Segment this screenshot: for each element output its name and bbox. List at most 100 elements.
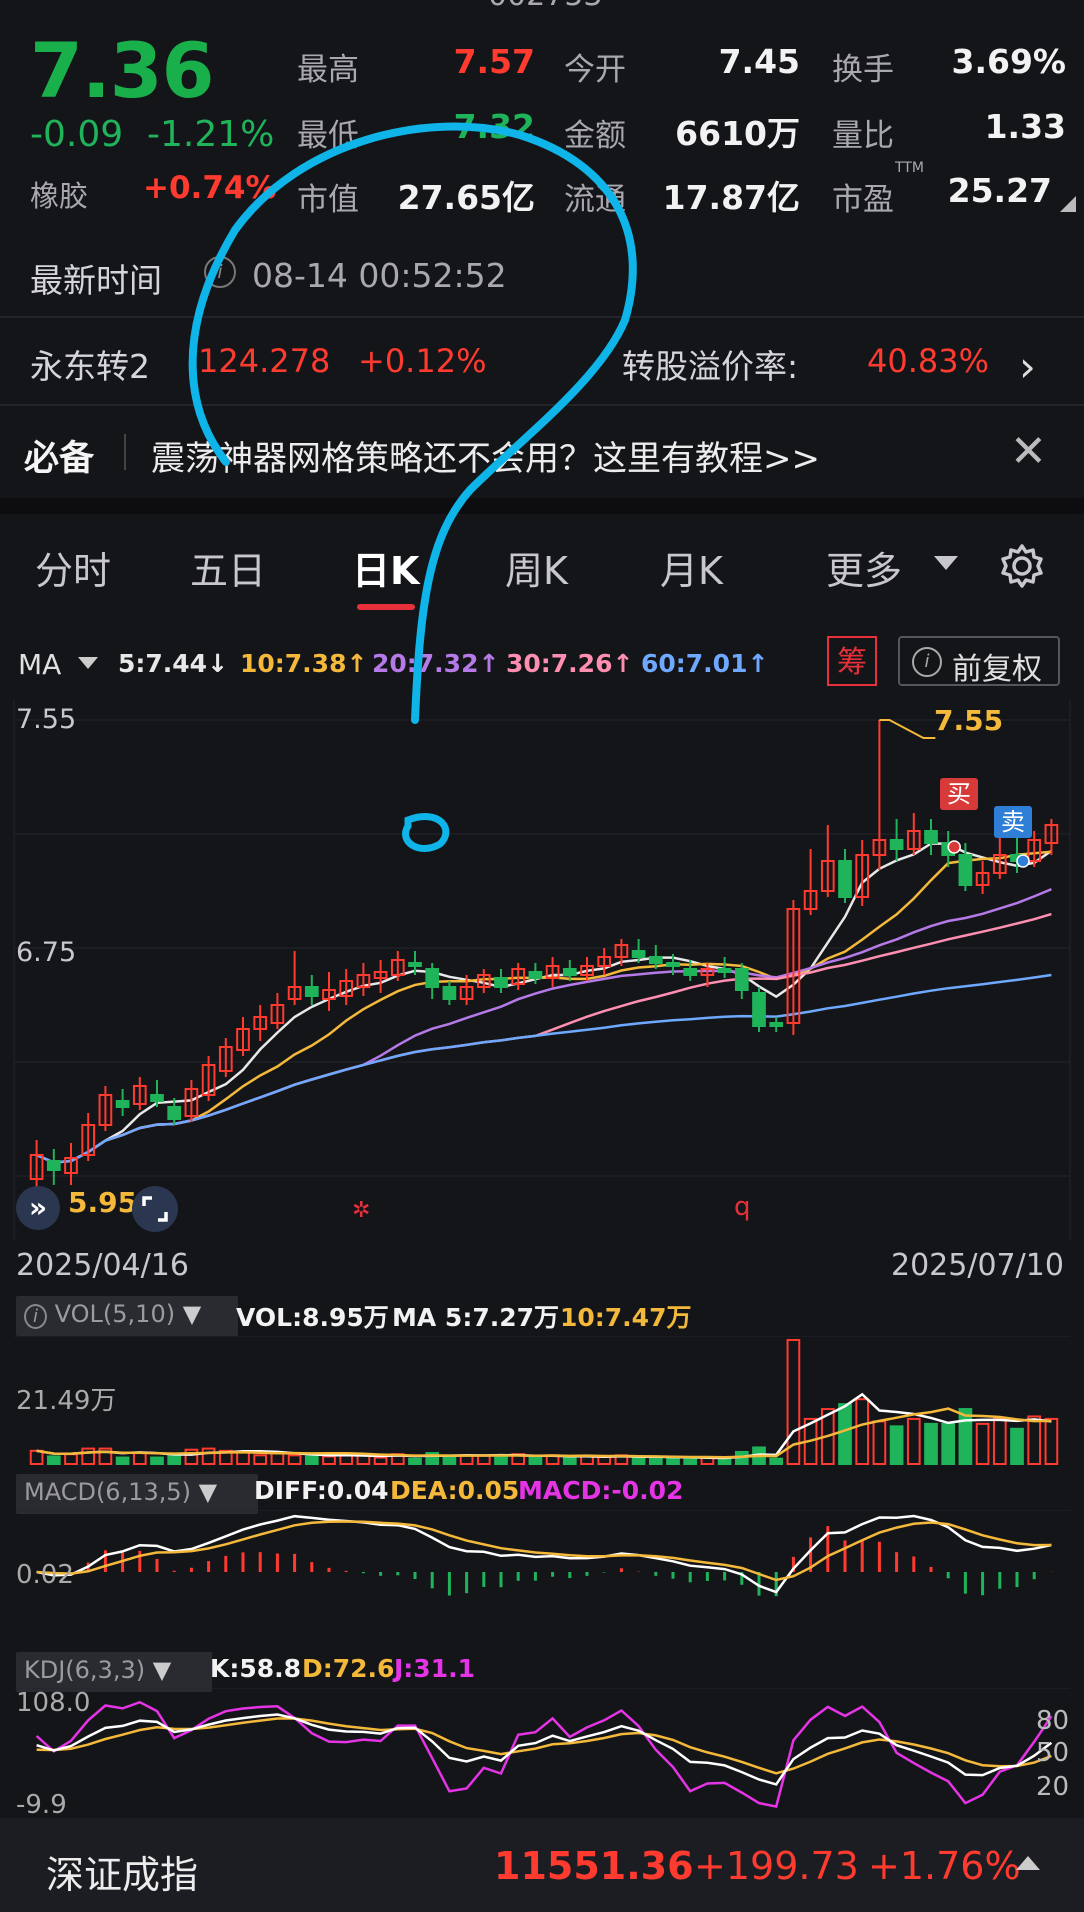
- candle: [562, 960, 577, 981]
- info-icon: i: [912, 647, 942, 677]
- macd-indicator-selector[interactable]: MACD(6,13,5) ▼: [16, 1474, 258, 1514]
- candle: [648, 945, 663, 969]
- vol-indicator-selector[interactable]: i VOL(5,10) ▼: [16, 1296, 238, 1336]
- volume-bar: [236, 1450, 250, 1465]
- candle: [46, 1149, 61, 1185]
- candle: [511, 963, 526, 990]
- tab-more[interactable]: 更多: [826, 549, 903, 593]
- tab-intraday[interactable]: 分时: [35, 549, 112, 593]
- candle: [98, 1086, 113, 1131]
- amount-value: 6610万: [675, 114, 800, 153]
- candle-body: [511, 968, 526, 985]
- volume-bar: [64, 1453, 78, 1465]
- convertible-change: +0.12%: [358, 342, 487, 380]
- kdj-chart[interactable]: [0, 1688, 1084, 1818]
- candles: [29, 719, 1059, 1191]
- vol-value: VOL:8.95万: [236, 1303, 389, 1332]
- convertible-bond-row[interactable]: 永东转2 124.278 +0.12% 转股溢价率: 40.83% ›: [0, 318, 1084, 404]
- convertible-price: 124.278: [198, 342, 331, 380]
- candle: [270, 993, 285, 1029]
- kdj-indicator-selector[interactable]: KDJ(6,3,3) ▼: [16, 1652, 212, 1692]
- candle-body: [924, 830, 938, 844]
- close-icon[interactable]: ✕: [1010, 426, 1047, 477]
- macd-indicator-label: MACD(6,13,5): [24, 1478, 192, 1506]
- kdj-j: J:31.1: [394, 1654, 475, 1683]
- candle-body: [287, 986, 302, 1000]
- expand-corner-icon[interactable]: [1060, 196, 1076, 212]
- sell-signal-badge[interactable]: 卖: [994, 806, 1032, 838]
- volume-chart[interactable]: [0, 1336, 1084, 1466]
- candle: [476, 969, 491, 993]
- dropdown-arrow-icon[interactable]: [934, 556, 958, 570]
- sector-name[interactable]: 橡胶: [30, 179, 89, 213]
- volume-bar: [425, 1452, 440, 1466]
- chip-distribution-button[interactable]: 筹: [827, 636, 877, 686]
- candle-body: [425, 968, 440, 988]
- candle-body: [150, 1094, 164, 1102]
- y-axis-mid-label: 6.75: [16, 937, 77, 968]
- fast-forward-icon[interactable]: »: [16, 1186, 60, 1230]
- vol-y-label: 21.49万: [16, 1386, 117, 1416]
- chevron-right-icon: ›: [1019, 342, 1036, 391]
- macd-chart[interactable]: [0, 1510, 1084, 1640]
- ma-dropdown-icon[interactable]: [78, 657, 98, 669]
- adjust-mode-label: 前复权: [952, 652, 1042, 687]
- candle: [975, 861, 990, 894]
- volume-bar: [924, 1422, 938, 1465]
- volume-bar: [786, 1339, 801, 1465]
- candle-body: [666, 962, 680, 967]
- pe-value: 25.27: [947, 171, 1052, 210]
- tab-daily-k[interactable]: 日K: [352, 549, 420, 593]
- event-marker-icon[interactable]: ✲: [352, 1198, 371, 1223]
- mcap-value: 27.65亿: [397, 178, 535, 217]
- candle: [614, 939, 629, 966]
- vol-ma5: MA 5:7.27万: [392, 1303, 560, 1332]
- candle-body: [872, 839, 887, 856]
- max-price-marker: 7.55: [934, 704, 1004, 737]
- index-change-pct: +1.76%: [868, 1844, 1021, 1888]
- candle-body: [167, 1106, 182, 1120]
- tab-monthly-k[interactable]: 月K: [660, 549, 723, 593]
- index-ticker-bar[interactable]: 深证成指 11551.36 +199.73 +1.76%: [0, 1818, 1084, 1912]
- tab-five-day[interactable]: 五日: [190, 549, 267, 593]
- sell-dot: [1016, 854, 1030, 868]
- candle-body: [786, 908, 801, 1024]
- fullscreen-icon[interactable]: [132, 1186, 178, 1232]
- ma60-value: 60:7.01↑: [641, 649, 769, 678]
- buy-signal-badge[interactable]: 买: [940, 778, 978, 810]
- candle-body: [339, 980, 354, 997]
- expand-up-icon[interactable]: [1016, 1856, 1040, 1870]
- promo-banner[interactable]: 必备 震荡神器网格策略还不会用？这里有教程>> ✕: [0, 406, 1084, 496]
- index-change: +199.73: [694, 1844, 859, 1888]
- kline-chart[interactable]: [0, 700, 1084, 1240]
- volume-bar: [46, 1455, 61, 1466]
- candle: [304, 975, 319, 1005]
- adjust-mode-button[interactable]: i 前复权: [898, 636, 1060, 687]
- index-name: 深证成指: [46, 1853, 199, 1897]
- candle-body: [855, 854, 870, 898]
- volume-bar: [992, 1417, 1007, 1465]
- kline-grid: [13, 700, 1071, 1240]
- info-icon[interactable]: i: [204, 256, 236, 288]
- volume-bar: [253, 1454, 268, 1465]
- candle: [29, 1140, 44, 1191]
- settings-gear-icon[interactable]: [998, 542, 1046, 590]
- update-time-label: 最新时间: [30, 261, 162, 300]
- volume-bar: [81, 1447, 96, 1465]
- candle: [889, 819, 904, 861]
- tab-weekly-k[interactable]: 周K: [505, 549, 568, 593]
- ma5-line: [36, 842, 1053, 1164]
- candle: [666, 954, 680, 975]
- banner-text[interactable]: 震荡神器网格策略还不会用？这里有教程>>: [151, 439, 820, 479]
- vol-indicator-label: VOL(5,10): [54, 1300, 176, 1328]
- candle-body: [270, 1004, 285, 1024]
- candle: [425, 963, 440, 999]
- volume-bar: [889, 1425, 904, 1466]
- event-marker-q[interactable]: q: [734, 1192, 751, 1222]
- macd-dea-line: [36, 1520, 1052, 1582]
- kdj-level-50: 50: [1036, 1738, 1070, 1768]
- volume-bar: [184, 1448, 199, 1466]
- candle-body: [408, 962, 422, 967]
- volume-bar: [528, 1456, 543, 1465]
- ma-selector[interactable]: MA: [18, 648, 62, 681]
